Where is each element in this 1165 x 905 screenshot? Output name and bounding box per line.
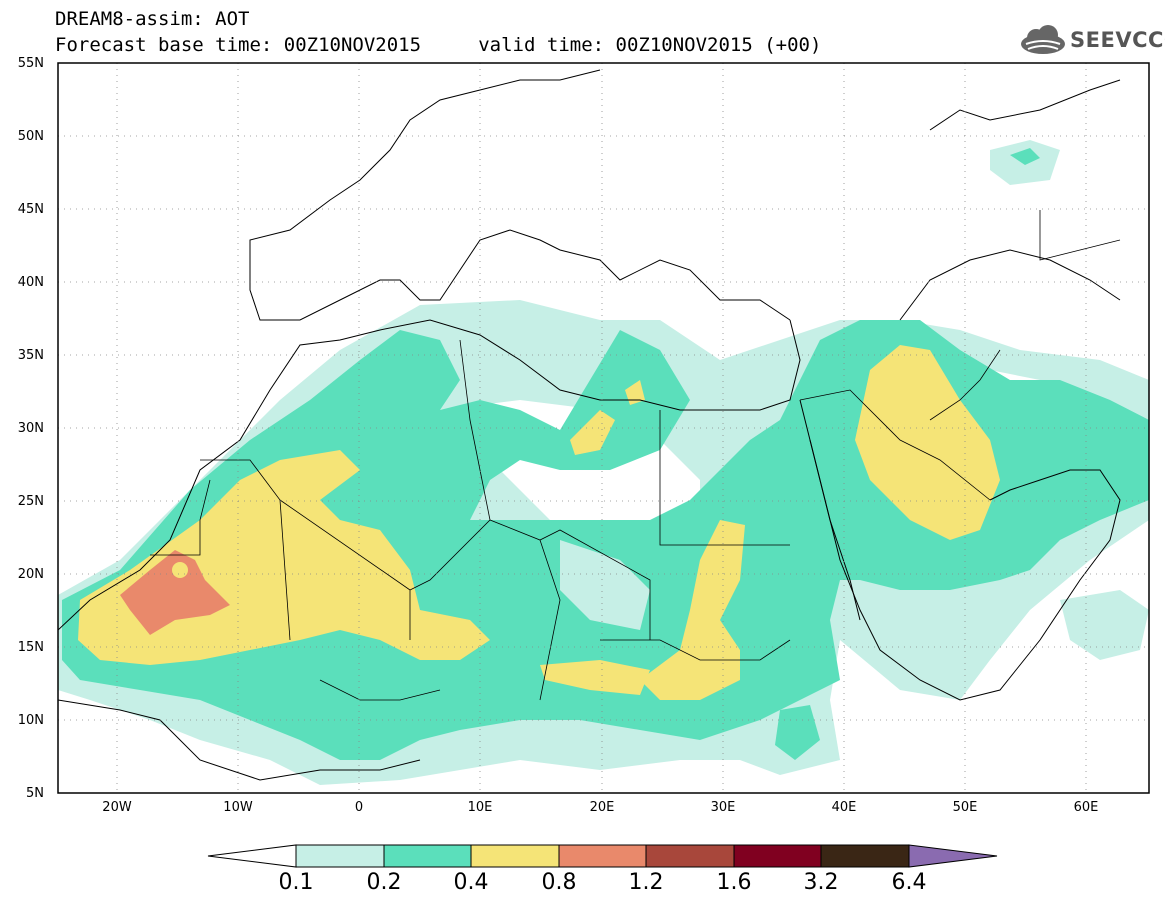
lon-label: 10E <box>467 800 493 815</box>
colorbar-label: 6.4 <box>891 870 927 895</box>
aot-low-area <box>172 562 188 578</box>
colorbar-cell <box>558 844 647 868</box>
colorbar <box>207 844 998 868</box>
logo-text: SEEVCCC <box>1070 28 1165 52</box>
cloud-icon <box>1021 25 1065 54</box>
lat-label: 35N <box>17 348 44 363</box>
lon-label: 50E <box>952 800 978 815</box>
lat-label: 30N <box>17 421 44 436</box>
aot-contour-0.2 <box>1010 148 1040 165</box>
forecast-time-line: Forecast base time: 00Z10NOV2015 valid t… <box>55 34 822 56</box>
aot-contour-0.1 <box>1060 590 1149 660</box>
aot-field <box>58 63 1149 793</box>
lat-label: 55N <box>17 56 44 71</box>
lat-label: 10N <box>17 713 44 728</box>
colorbar-cell <box>383 844 472 868</box>
aot-contour-0.4 <box>570 410 615 455</box>
lon-label: 10W <box>223 800 253 815</box>
colorbar-label: 0.1 <box>278 870 314 895</box>
colorbar-label: 1.6 <box>716 870 752 895</box>
seevccc-logo: SEEVCCC <box>1018 24 1165 58</box>
aot-contour-0.4 <box>625 380 645 405</box>
colorbar-cell <box>820 844 910 868</box>
colorbar-over-arrow <box>908 844 998 868</box>
colorbar-cell <box>645 844 735 868</box>
lon-label: 20E <box>589 800 615 815</box>
coastlines <box>58 69 1121 781</box>
aot-contour-0.4 <box>540 660 650 695</box>
lon-label: 20W <box>102 800 132 815</box>
map-frame <box>57 62 1150 794</box>
lat-label: 45N <box>17 202 44 217</box>
lat-label: 40N <box>17 275 44 290</box>
colorbar-cell <box>470 844 560 868</box>
colorbar-label: 0.2 <box>366 870 402 895</box>
chart-title: DREAM8-assim: AOT <box>55 8 250 30</box>
colorbar-label: 0.4 <box>453 870 489 895</box>
lat-label: 15N <box>17 640 44 655</box>
aot-contour-0.4 <box>640 520 745 700</box>
lat-label: 5N <box>26 786 44 801</box>
country-borders <box>150 210 1121 701</box>
lat-label: 25N <box>17 494 44 509</box>
colorbar-label: 3.2 <box>803 870 839 895</box>
aot-contour-0.4 <box>855 345 1000 540</box>
lon-label: 30E <box>710 800 736 815</box>
lat-label: 50N <box>17 129 44 144</box>
colorbar-cell <box>733 844 822 868</box>
colorbar-label: 1.2 <box>628 870 664 895</box>
lon-label: 40E <box>831 800 857 815</box>
aot-contour-0.8 <box>120 550 230 635</box>
lat-label: 20N <box>17 567 44 582</box>
colorbar-label: 0.8 <box>541 870 577 895</box>
colorbar-under-arrow <box>207 844 297 868</box>
colorbar-cell <box>295 844 385 868</box>
aot-contour-0.2 <box>775 705 820 760</box>
lon-label: 60E <box>1073 800 1099 815</box>
lon-label: 0 <box>354 800 364 815</box>
aot-low-area <box>560 540 650 630</box>
